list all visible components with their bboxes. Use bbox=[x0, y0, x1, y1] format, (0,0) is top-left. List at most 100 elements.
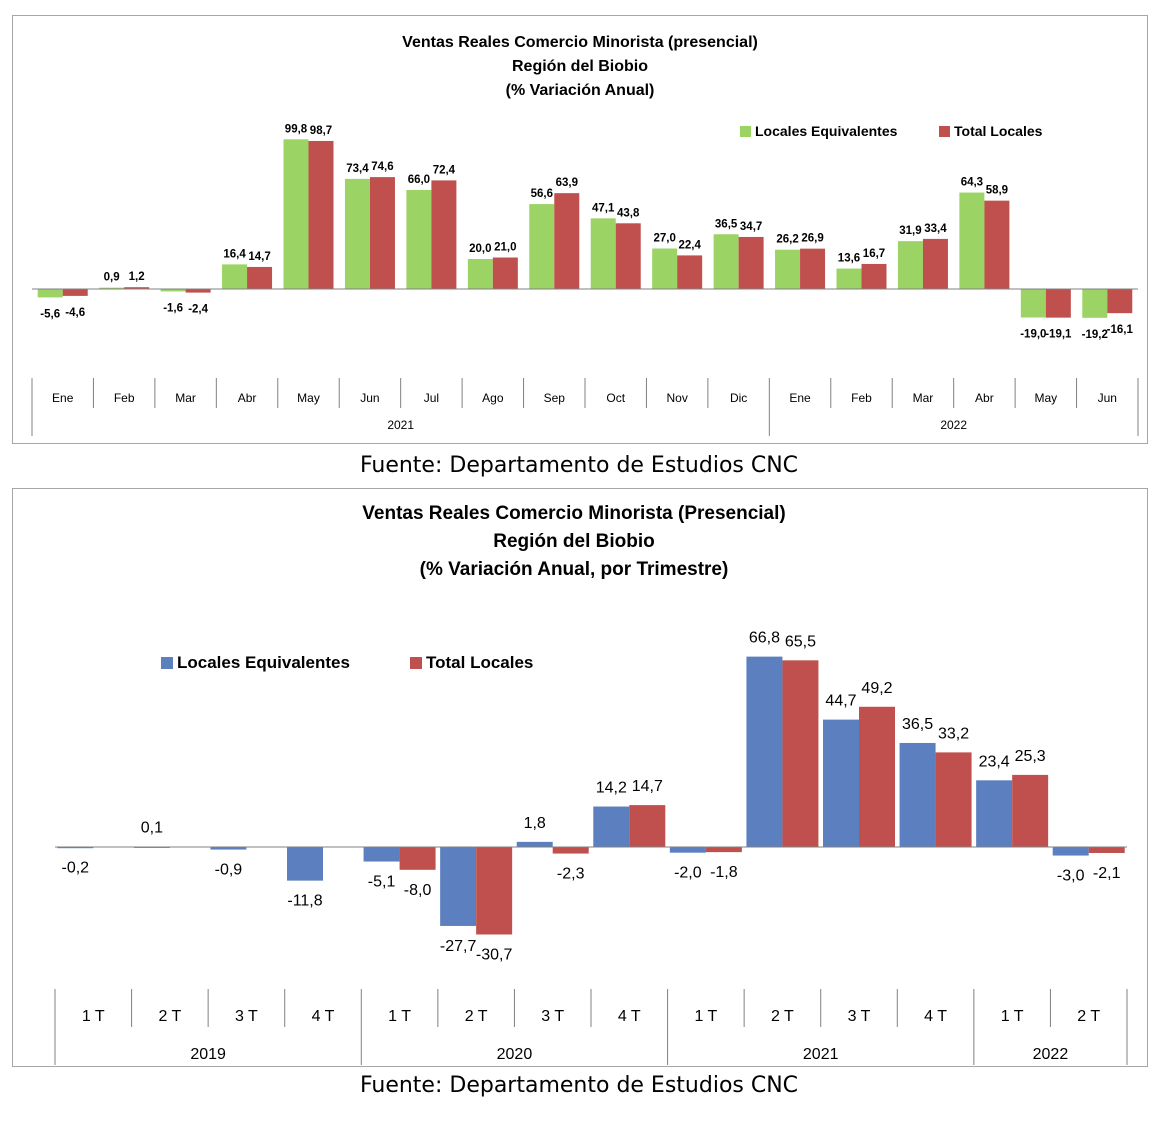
bar-locales-equivalentes bbox=[775, 249, 801, 289]
category-label: Jul bbox=[424, 391, 439, 405]
data-label: -8,0 bbox=[404, 882, 432, 899]
group-label: 2019 bbox=[190, 1046, 226, 1063]
data-label: 14,7 bbox=[632, 778, 663, 795]
bar-locales-equivalentes bbox=[899, 742, 936, 847]
bar-total-locales bbox=[629, 805, 666, 847]
bar-total-locales bbox=[1012, 774, 1049, 847]
data-label: 33,2 bbox=[938, 725, 969, 742]
data-label: 98,7 bbox=[310, 125, 332, 137]
bar-total-locales bbox=[554, 193, 580, 289]
data-label: -0,9 bbox=[215, 862, 243, 879]
chart-title: Ventas Reales Comercio Minorista (Presen… bbox=[362, 503, 785, 524]
bar-locales-equivalentes bbox=[363, 847, 400, 862]
data-label: 23,4 bbox=[979, 753, 1010, 770]
category-label: 2 T bbox=[465, 1008, 488, 1025]
data-label: 43,8 bbox=[617, 207, 640, 219]
data-label: 58,9 bbox=[986, 185, 1008, 197]
chart-title: (% Variación Anual, por Trimestre) bbox=[420, 559, 729, 580]
bar-locales-equivalentes bbox=[590, 218, 616, 289]
legend-label: Total Locales bbox=[954, 123, 1043, 139]
data-label: 21,0 bbox=[494, 242, 516, 254]
bar-locales-equivalentes bbox=[344, 178, 370, 289]
data-label: 36,5 bbox=[902, 716, 933, 733]
bar-total-locales bbox=[677, 255, 703, 289]
bar-locales-equivalentes bbox=[406, 190, 432, 289]
bar-locales-equivalentes bbox=[959, 192, 985, 289]
category-label: 4 T bbox=[312, 1008, 335, 1025]
data-label: -2,4 bbox=[188, 304, 208, 316]
data-label: -16,1 bbox=[1107, 324, 1134, 336]
data-label: 0,1 bbox=[141, 820, 163, 837]
bar-locales-equivalentes bbox=[1020, 289, 1046, 318]
data-label: 31,9 bbox=[899, 225, 921, 237]
category-label: 2 T bbox=[771, 1008, 794, 1025]
data-label: 26,2 bbox=[776, 234, 798, 246]
data-label: -19,2 bbox=[1082, 329, 1108, 341]
data-label: -5,1 bbox=[368, 874, 396, 891]
data-label: -1,6 bbox=[163, 302, 183, 314]
bar-total-locales bbox=[984, 200, 1010, 289]
legend-label: Locales Equivalentes bbox=[177, 653, 350, 672]
data-label: 74,6 bbox=[371, 161, 393, 173]
data-label: 56,6 bbox=[531, 188, 553, 200]
category-label: 1 T bbox=[694, 1008, 717, 1025]
bar-locales-equivalentes bbox=[222, 264, 248, 289]
data-label: 26,9 bbox=[801, 233, 823, 245]
data-label: -3,0 bbox=[1057, 868, 1085, 885]
bar-locales-equivalentes bbox=[57, 847, 94, 849]
data-label: 64,3 bbox=[961, 177, 983, 189]
bar-locales-equivalentes bbox=[823, 719, 859, 847]
legend-label: Locales Equivalentes bbox=[755, 123, 898, 139]
group-label: 2021 bbox=[387, 418, 414, 432]
legend-swatch bbox=[939, 126, 950, 137]
category-label: Dic bbox=[730, 391, 747, 405]
data-label: 14,2 bbox=[596, 780, 627, 797]
legend-swatch bbox=[410, 657, 422, 669]
data-label: 33,4 bbox=[924, 223, 947, 235]
chart-title: Región del Biobio bbox=[493, 531, 655, 552]
bar-locales-equivalentes bbox=[1052, 847, 1089, 856]
data-label: 34,7 bbox=[740, 221, 762, 233]
group-label: 2020 bbox=[497, 1046, 533, 1063]
data-label: 63,9 bbox=[556, 177, 578, 189]
bar-locales-equivalentes bbox=[467, 259, 493, 289]
data-label: 13,6 bbox=[838, 253, 860, 265]
bar-total-locales bbox=[185, 289, 211, 293]
data-label: 14,7 bbox=[248, 251, 270, 263]
bar-locales-equivalentes bbox=[593, 806, 630, 847]
data-label: -30,7 bbox=[476, 946, 513, 963]
category-label: 1 T bbox=[1001, 1008, 1024, 1025]
data-label: 22,4 bbox=[678, 239, 701, 251]
bar-total-locales bbox=[431, 180, 457, 289]
data-label: 16,7 bbox=[863, 248, 885, 260]
bar-total-locales bbox=[62, 289, 88, 296]
data-label: -5,6 bbox=[40, 308, 60, 320]
bar-locales-equivalentes bbox=[669, 847, 706, 853]
bar-total-locales bbox=[922, 238, 948, 289]
bar-locales-equivalentes bbox=[99, 287, 125, 289]
bar-total-locales bbox=[492, 257, 518, 289]
bar-locales-equivalentes bbox=[529, 204, 555, 289]
data-label: -2,1 bbox=[1093, 865, 1121, 882]
data-label: 36,5 bbox=[715, 218, 738, 230]
data-label: -27,7 bbox=[440, 938, 477, 955]
data-label: 0,9 bbox=[104, 272, 120, 284]
group-label: 2021 bbox=[803, 1046, 839, 1063]
data-label: -2,0 bbox=[674, 865, 702, 882]
bar-locales-equivalentes bbox=[746, 656, 783, 847]
data-label: 27,0 bbox=[653, 233, 675, 245]
category-label: Jun bbox=[360, 391, 379, 405]
category-label: Ene bbox=[789, 391, 811, 405]
category-label: Abr bbox=[975, 391, 994, 405]
data-label: 72,4 bbox=[433, 164, 456, 176]
chart-title: Ventas Reales Comercio Minorista (presen… bbox=[402, 34, 758, 51]
category-label: 3 T bbox=[848, 1008, 871, 1025]
bar-locales-equivalentes bbox=[976, 780, 1013, 847]
chart-title: Región del Biobio bbox=[512, 58, 648, 75]
bar-total-locales bbox=[1107, 289, 1133, 314]
quarterly-sales-chart: Ventas Reales Comercio Minorista (Presen… bbox=[54, 503, 1128, 1065]
category-label: 3 T bbox=[541, 1008, 564, 1025]
data-label: 73,4 bbox=[346, 163, 369, 175]
data-label: 99,8 bbox=[285, 123, 308, 135]
bar-total-locales bbox=[247, 266, 273, 289]
